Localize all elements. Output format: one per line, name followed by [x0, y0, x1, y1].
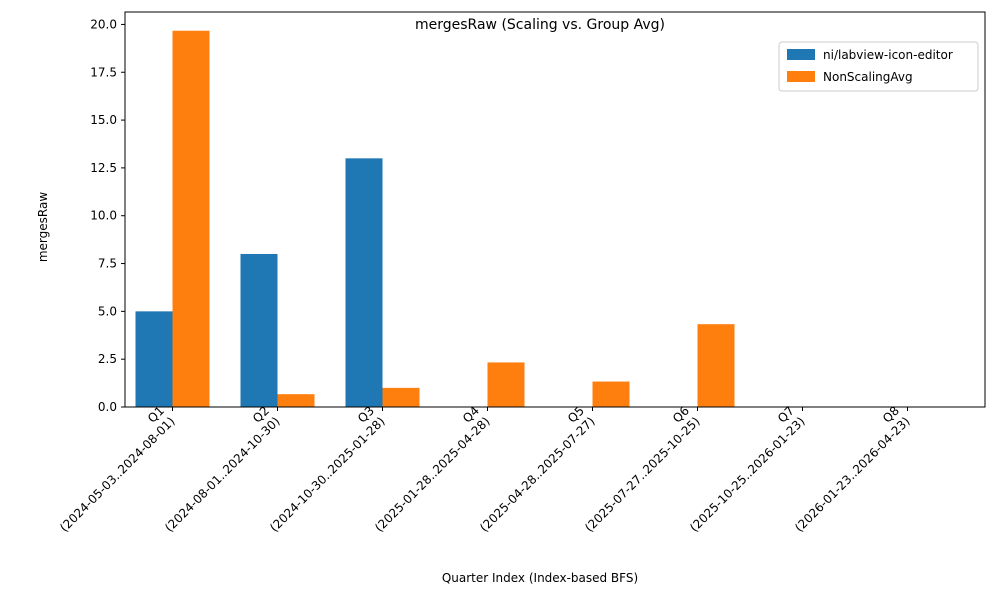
legend: ni/labview-icon-editor NonScalingAvg	[778, 41, 979, 92]
x-tick-daterange: (2025-01-28..2025-04-28)	[372, 414, 493, 535]
x-tick-daterange: (2025-04-28..2025-07-27)	[477, 414, 598, 535]
legend-swatch	[787, 49, 815, 60]
y-tick-label: 15.0	[90, 113, 117, 127]
y-axis-label: mergesRaw	[36, 192, 50, 262]
y-tick-label: 5.0	[98, 304, 117, 318]
y-tick-label: 7.5	[98, 257, 117, 271]
y-axis: 0.0 2.5 5.0 7.5 10.0 12.5 15.0 17.5 20.0	[90, 17, 125, 414]
bar-nonscaling-avg-q2	[277, 394, 315, 407]
x-axis-label: Quarter Index (Index-based BFS)	[442, 571, 638, 585]
x-tick-label: Q1(2024-05-03..2024-08-01)	[57, 404, 178, 535]
bar-nonscaling-avg-q6	[697, 324, 735, 407]
x-tick-daterange: (2025-07-27..2025-10-25)	[582, 414, 703, 535]
x-axis: Q1(2024-05-03..2024-08-01) Q2(2024-08-01.…	[57, 404, 913, 535]
legend-label: NonScalingAvg	[823, 70, 913, 84]
legend-label: ni/labview-icon-editor	[823, 48, 953, 62]
legend-box	[778, 41, 979, 92]
bar-scaling-q2	[240, 253, 278, 407]
bar-nonscaling-avg-q5	[592, 381, 630, 407]
chart-title: mergesRaw (Scaling vs. Group Avg)	[415, 17, 665, 33]
bar-nonscaling-avg-q3	[382, 387, 420, 407]
bar-scaling-q3	[345, 158, 383, 407]
x-tick-daterange: (2025-10-25..2026-01-23)	[687, 414, 808, 535]
x-tick-daterange: (2024-05-03..2024-08-01)	[57, 414, 178, 535]
y-tick-label: 17.5	[90, 65, 117, 79]
y-tick-label: 2.5	[98, 352, 117, 366]
x-tick-daterange: (2024-08-01..2024-10-30)	[162, 414, 283, 535]
bars-layer	[135, 30, 735, 408]
x-tick-daterange: (2024-10-30..2025-01-28)	[267, 414, 388, 535]
y-tick-label: 10.0	[90, 209, 117, 223]
legend-swatch	[787, 71, 815, 82]
y-tick-label: 0.0	[98, 400, 117, 414]
plot-frame	[124, 11, 986, 408]
bar-nonscaling-avg-q4	[487, 362, 525, 407]
x-tick-daterange: (2026-01-23..2026-04-23)	[792, 414, 913, 535]
bar-nonscaling-avg-q1	[172, 30, 210, 408]
y-tick-label: 12.5	[90, 161, 117, 175]
bar-scaling-q1	[135, 311, 173, 407]
y-tick-label: 20.0	[90, 17, 117, 31]
